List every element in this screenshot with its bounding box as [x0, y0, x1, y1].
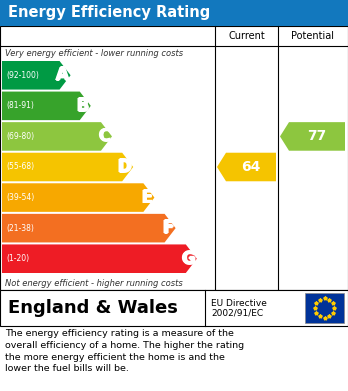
Text: C: C — [98, 127, 110, 145]
Text: F: F — [161, 219, 173, 237]
Polygon shape — [280, 122, 345, 151]
Bar — [0, 290, 348, 326]
Polygon shape — [2, 153, 133, 181]
Text: B: B — [76, 96, 89, 114]
Polygon shape — [217, 153, 276, 181]
Polygon shape — [2, 183, 155, 212]
Text: The energy efficiency rating is a measure of the
overall efficiency of a home. T: The energy efficiency rating is a measur… — [5, 329, 244, 373]
Bar — [0, 0, 348, 26]
Text: F: F — [162, 220, 174, 238]
Text: (1-20): (1-20) — [6, 254, 29, 263]
Text: G: G — [182, 250, 196, 268]
Polygon shape — [2, 122, 112, 151]
Text: F: F — [162, 218, 174, 236]
Text: A: A — [56, 66, 69, 84]
Text: F: F — [162, 219, 174, 237]
Text: (39-54): (39-54) — [6, 193, 34, 202]
Text: D: D — [117, 159, 131, 177]
Text: Current: Current — [228, 31, 265, 41]
Text: C: C — [98, 127, 111, 145]
Text: B: B — [77, 97, 89, 115]
Text: G: G — [181, 251, 195, 269]
Text: EU Directive: EU Directive — [211, 298, 267, 307]
Text: G: G — [181, 250, 195, 268]
Bar — [305, 293, 344, 323]
Text: England & Wales: England & Wales — [8, 299, 178, 317]
Text: 77: 77 — [307, 129, 327, 143]
Text: D: D — [117, 158, 131, 176]
Text: A: A — [56, 65, 69, 84]
Text: E: E — [141, 188, 152, 206]
Text: (55-68): (55-68) — [6, 163, 34, 172]
Text: C: C — [98, 128, 110, 146]
Polygon shape — [2, 91, 91, 120]
Text: E: E — [141, 188, 152, 206]
Text: G: G — [181, 249, 195, 267]
Text: B: B — [76, 97, 88, 115]
Text: 64: 64 — [241, 160, 261, 174]
Polygon shape — [2, 214, 176, 242]
Text: C: C — [97, 127, 109, 145]
Polygon shape — [2, 61, 71, 90]
Text: Very energy efficient - lower running costs: Very energy efficient - lower running co… — [5, 48, 183, 57]
Text: 2002/91/EC: 2002/91/EC — [211, 308, 263, 317]
Text: Potential: Potential — [292, 31, 334, 41]
Text: D: D — [118, 158, 132, 176]
Text: E: E — [141, 189, 152, 207]
Text: G: G — [180, 250, 194, 268]
Text: (69-80): (69-80) — [6, 132, 34, 141]
Text: E: E — [142, 188, 153, 206]
Text: Not energy efficient - higher running costs: Not energy efficient - higher running co… — [5, 278, 183, 287]
Bar — [0, 26, 348, 290]
Text: A: A — [55, 66, 68, 84]
Text: Energy Efficiency Rating: Energy Efficiency Rating — [8, 5, 210, 20]
Text: B: B — [76, 98, 89, 116]
Text: A: A — [56, 66, 69, 84]
Text: E: E — [140, 188, 152, 206]
Text: (92-100): (92-100) — [6, 71, 39, 80]
Text: D: D — [117, 158, 130, 176]
Polygon shape — [2, 244, 197, 273]
Text: (81-91): (81-91) — [6, 101, 34, 110]
Text: F: F — [163, 219, 174, 237]
Text: B: B — [76, 97, 89, 115]
Text: D: D — [117, 157, 131, 175]
Text: (21-38): (21-38) — [6, 224, 34, 233]
Text: A: A — [56, 67, 69, 85]
Text: C: C — [98, 127, 110, 145]
